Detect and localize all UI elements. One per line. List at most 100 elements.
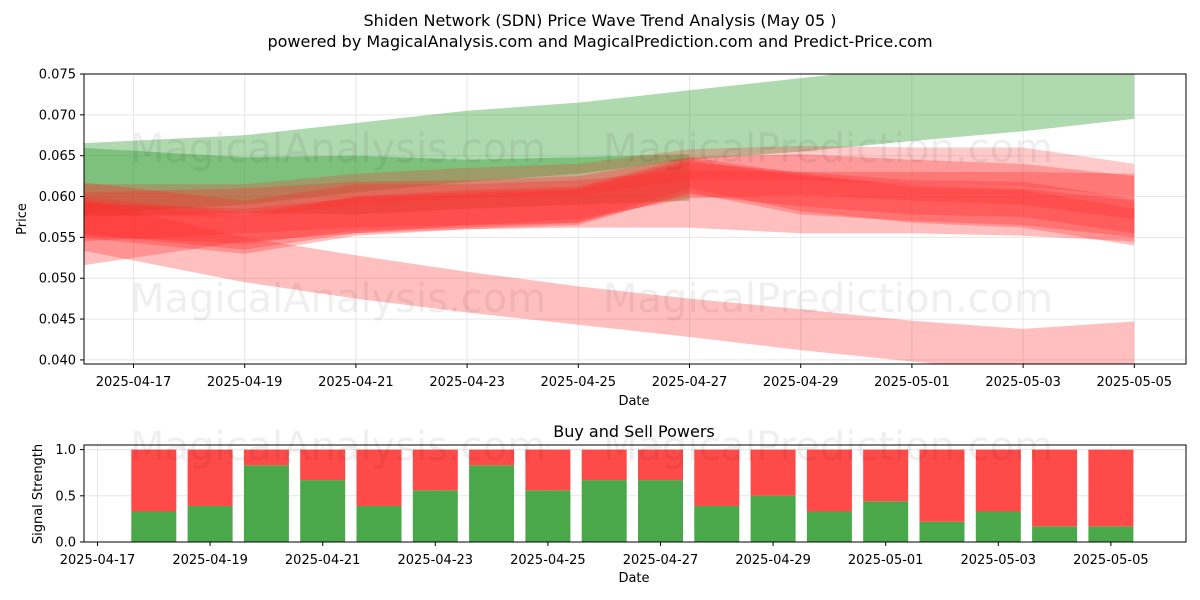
price-x-tick-label: 2025-04-29 xyxy=(763,375,839,390)
price-wave-bands xyxy=(84,74,1135,364)
sell-bar xyxy=(750,449,796,496)
sell-bar xyxy=(638,449,683,481)
price-x-tick-label: 2025-05-01 xyxy=(874,375,950,390)
buy-bar xyxy=(412,490,458,542)
signal-chart-title: Buy and Sell Powers xyxy=(553,422,715,441)
sell-bar xyxy=(694,449,740,506)
buy-bar xyxy=(863,501,909,542)
wave-band-red-3 xyxy=(84,170,1135,266)
buy-bar xyxy=(1032,526,1078,542)
wave-band-red-8 xyxy=(84,145,1135,217)
sell-bar xyxy=(863,449,909,502)
signal-x-tick-label: 2025-04-19 xyxy=(172,553,248,568)
watermark-prediction-2: MagicalPrediction.com xyxy=(603,276,1053,322)
sell-bar xyxy=(187,449,233,506)
watermark-analysis-3: MagicalAnalysis.com xyxy=(130,424,546,470)
wave-band-red-5 xyxy=(84,159,1135,254)
signal-bars xyxy=(131,449,1134,542)
signal-x-tick-label: 2025-04-27 xyxy=(623,553,699,568)
signal-y-tick-label: 0.0 xyxy=(55,536,76,551)
watermark-prediction-1: MagicalPrediction.com xyxy=(603,126,1053,172)
signal-x-tick-label: 2025-05-05 xyxy=(1073,553,1149,568)
wave-band-green-0 xyxy=(84,74,1135,215)
chart-title: Shiden Network (SDN) Price Wave Trend An… xyxy=(364,11,837,30)
wave-band-green-1 xyxy=(84,147,690,217)
wave-band-red-7 xyxy=(84,162,1135,244)
price-x-tick-label: 2025-04-19 xyxy=(207,375,283,390)
price-y-axis-label: Price xyxy=(15,203,30,235)
price-y-tick-label: 0.055 xyxy=(39,231,76,246)
buy-bar xyxy=(750,495,796,542)
buy-bar xyxy=(131,511,177,542)
price-x-tick-label: 2025-04-27 xyxy=(652,375,728,390)
signal-x-tick-label: 2025-05-03 xyxy=(961,553,1037,568)
price-band-group xyxy=(84,74,1135,364)
sell-bar xyxy=(525,449,571,491)
buy-bar xyxy=(806,511,852,542)
signal-x-axis-label: Date xyxy=(618,571,649,586)
price-plot-frame xyxy=(83,73,1187,365)
buy-bar xyxy=(187,505,233,542)
sell-bar xyxy=(919,449,965,522)
price-y-tick-label: 0.070 xyxy=(39,108,76,123)
chart-subtitle: powered by MagicalAnalysis.com and Magic… xyxy=(267,32,932,51)
buy-bar xyxy=(356,505,402,542)
sell-bar xyxy=(300,449,346,481)
watermark-analysis-2: MagicalAnalysis.com xyxy=(130,276,546,322)
price-y-tick-label: 0.050 xyxy=(39,272,76,287)
signal-axes: 0.0 0.5 1.0 2025-04-17 2025-04-19 2025-04-21 2… xyxy=(55,443,1148,568)
watermark-analysis-1: MagicalAnalysis.com xyxy=(130,126,546,172)
sell-bar xyxy=(356,449,402,506)
sell-bar xyxy=(243,449,289,466)
sell-bar xyxy=(131,449,177,512)
buy-bar xyxy=(525,490,571,542)
wave-band-red-2 xyxy=(84,199,1135,364)
price-y-tick-label: 0.040 xyxy=(39,353,76,368)
sell-bar xyxy=(581,449,627,481)
signal-chart-panel: Buy and Sell Powers MagicalAnalysis.com … xyxy=(31,422,1187,586)
price-x-tick-label: 2025-04-21 xyxy=(318,375,394,390)
buy-bar xyxy=(638,480,683,542)
signal-x-tick-label: 2025-05-01 xyxy=(848,553,924,568)
buy-bar xyxy=(469,465,515,542)
buy-bar xyxy=(919,521,965,542)
price-x-tick-label: 2025-05-05 xyxy=(1097,375,1173,390)
buy-bar xyxy=(581,480,627,542)
price-y-tick-label: 0.065 xyxy=(39,149,76,164)
signal-watermarks: MagicalAnalysis.com MagicalPrediction.co… xyxy=(130,424,1053,470)
price-y-tick-label: 0.060 xyxy=(39,190,76,205)
signal-x-tick-label: 2025-04-23 xyxy=(398,553,474,568)
signal-y-axis-label: Signal Strength xyxy=(31,444,46,544)
signal-x-tick-label: 2025-04-17 xyxy=(60,553,136,568)
sell-bar xyxy=(1088,449,1134,527)
price-x-tick-label: 2025-05-03 xyxy=(985,375,1061,390)
price-x-tick-label: 2025-04-23 xyxy=(429,375,505,390)
buy-bar xyxy=(975,511,1021,542)
watermark-prediction-3: MagicalPrediction.com xyxy=(603,424,1053,470)
price-x-tick-label: 2025-04-25 xyxy=(541,375,617,390)
price-y-tick-label: 0.045 xyxy=(39,313,76,328)
signal-y-tick-label: 0.5 xyxy=(55,489,76,504)
price-chart-panel: MagicalAnalysis.com MagicalPrediction.co… xyxy=(15,68,1187,409)
sell-bar xyxy=(469,449,515,466)
sell-bar xyxy=(412,449,458,491)
sell-bar xyxy=(1032,449,1078,527)
sell-bar xyxy=(975,449,1021,512)
buy-bar xyxy=(1088,526,1134,542)
price-watermarks: MagicalAnalysis.com MagicalPrediction.co… xyxy=(130,126,1053,322)
wave-band-red-6 xyxy=(84,157,1135,250)
signal-y-tick-label: 1.0 xyxy=(55,443,76,458)
price-axes: 0.040 0.045 0.050 0.055 0.060 0.065 0.070 0.075… xyxy=(39,68,1172,391)
price-x-tick-label: 2025-04-17 xyxy=(96,375,172,390)
price-x-axis-label: Date xyxy=(618,394,649,409)
wave-band-red-4 xyxy=(84,154,1135,242)
buy-bar xyxy=(300,480,346,542)
signal-x-tick-label: 2025-04-29 xyxy=(735,553,811,568)
sell-bar xyxy=(806,449,852,512)
buy-bar xyxy=(243,465,289,542)
price-grid xyxy=(84,73,1186,364)
buy-bar xyxy=(694,505,740,542)
price-y-tick-label: 0.075 xyxy=(39,68,76,83)
signal-plot-frame xyxy=(83,444,1187,543)
